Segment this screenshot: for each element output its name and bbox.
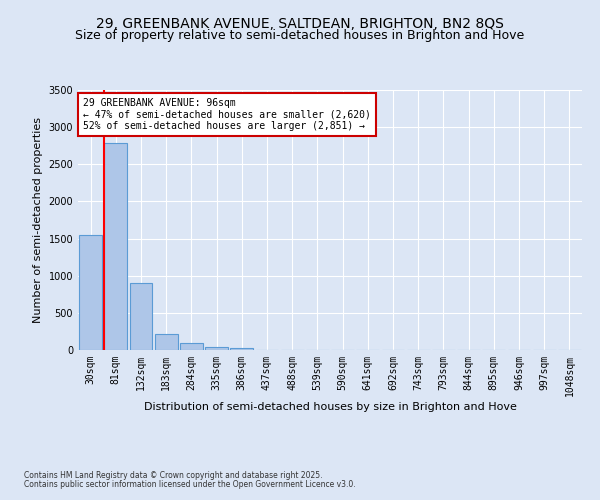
Bar <box>230 348 253 350</box>
Text: 29 GREENBANK AVENUE: 96sqm
← 47% of semi-detached houses are smaller (2,620)
52%: 29 GREENBANK AVENUE: 96sqm ← 47% of semi… <box>83 98 371 131</box>
Bar <box>205 347 228 350</box>
Bar <box>180 344 203 350</box>
Text: Contains HM Land Registry data © Crown copyright and database right 2025.: Contains HM Land Registry data © Crown c… <box>24 471 323 480</box>
Y-axis label: Number of semi-detached properties: Number of semi-detached properties <box>33 117 43 323</box>
Bar <box>104 144 127 350</box>
Bar <box>155 334 178 350</box>
X-axis label: Distribution of semi-detached houses by size in Brighton and Hove: Distribution of semi-detached houses by … <box>143 402 517 411</box>
Text: Size of property relative to semi-detached houses in Brighton and Hove: Size of property relative to semi-detach… <box>76 29 524 42</box>
Bar <box>130 283 152 350</box>
Text: Contains public sector information licensed under the Open Government Licence v3: Contains public sector information licen… <box>24 480 356 489</box>
Bar <box>79 235 102 350</box>
Text: 29, GREENBANK AVENUE, SALTDEAN, BRIGHTON, BN2 8QS: 29, GREENBANK AVENUE, SALTDEAN, BRIGHTON… <box>96 18 504 32</box>
